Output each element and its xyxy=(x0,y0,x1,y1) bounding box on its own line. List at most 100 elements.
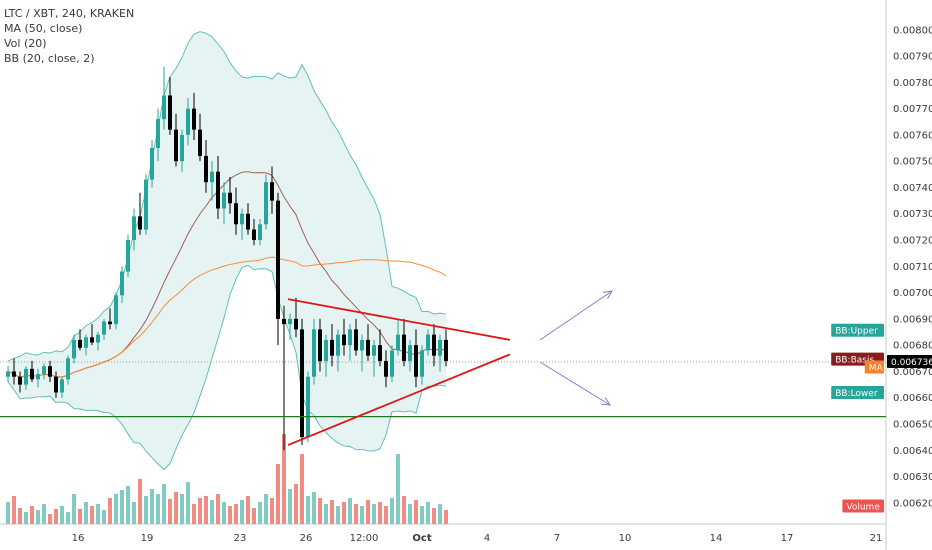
volume-bar xyxy=(96,504,100,524)
candle xyxy=(318,318,322,372)
volume-bar xyxy=(390,498,394,524)
time-tick-label: 23 xyxy=(234,533,247,544)
candle xyxy=(168,77,172,135)
volume-bar xyxy=(228,506,232,524)
legend-vol: Vol (20) xyxy=(4,37,47,50)
volume-bar xyxy=(348,498,352,524)
candle xyxy=(372,339,376,377)
volume-bar xyxy=(60,506,64,524)
volume-bar xyxy=(12,496,16,524)
volume-bar xyxy=(132,502,136,524)
volume-bar xyxy=(78,509,82,524)
tag-background xyxy=(831,385,884,399)
volume-bar xyxy=(18,508,22,524)
candle-body xyxy=(144,179,148,230)
volume-bar xyxy=(180,494,184,524)
volume-bar xyxy=(396,454,400,524)
volume-bar xyxy=(48,514,52,524)
volume-bar xyxy=(234,504,238,524)
volume-bar xyxy=(156,494,160,524)
candle xyxy=(54,371,58,398)
volume-bar xyxy=(342,502,346,524)
candle xyxy=(6,366,10,382)
candle xyxy=(174,113,178,167)
candle xyxy=(24,366,28,390)
volume-bar xyxy=(42,504,46,524)
tag-background xyxy=(864,360,884,374)
volume-bar xyxy=(138,479,142,524)
volume-bar xyxy=(222,502,226,524)
volume-bar xyxy=(174,492,178,524)
candle-body xyxy=(24,368,28,385)
candle-body xyxy=(438,339,442,356)
candle-body xyxy=(78,339,82,348)
candle-body xyxy=(96,334,100,343)
candle xyxy=(342,318,346,356)
legend-ma: MA (50, close) xyxy=(4,22,83,35)
candle xyxy=(258,219,262,246)
candle xyxy=(282,305,286,451)
candle xyxy=(360,334,364,372)
candle xyxy=(432,324,436,367)
candle xyxy=(210,161,214,201)
plot-area xyxy=(0,0,886,524)
candle-body xyxy=(318,329,322,361)
candle-body xyxy=(300,329,304,438)
candle-body xyxy=(294,318,298,330)
volume-bar xyxy=(36,510,40,524)
volume-bar xyxy=(84,502,88,524)
price-axis-tag: BB:Lower xyxy=(831,385,884,399)
candle xyxy=(138,192,142,235)
volume-bar xyxy=(30,506,34,524)
tag-label: 0.006736 xyxy=(891,358,932,368)
candle xyxy=(192,92,196,141)
candle xyxy=(36,368,40,388)
candle-body xyxy=(156,119,160,149)
candle xyxy=(126,234,130,277)
candle xyxy=(288,313,292,340)
time-tick-label: 16 xyxy=(72,533,85,544)
candle-body xyxy=(432,334,436,356)
candle xyxy=(300,318,304,446)
candle-body xyxy=(84,337,88,348)
volume-bar xyxy=(288,489,292,524)
volume-bar xyxy=(318,498,322,524)
time-tick-label: 4 xyxy=(484,533,490,544)
price-axis-tag: BB:Upper xyxy=(831,323,884,337)
tag-background xyxy=(831,323,884,337)
candle-body xyxy=(72,339,76,359)
volume-bar xyxy=(6,502,10,524)
volume-bar xyxy=(90,506,94,524)
breakout-down-arrow xyxy=(539,361,611,406)
candle-body xyxy=(246,213,250,230)
candle-body xyxy=(234,203,238,225)
legend-symbol: LTC / XBT, 240, KRAKEN xyxy=(4,7,135,20)
volume-bar xyxy=(198,498,202,524)
candle-body xyxy=(114,295,118,325)
volume-bar xyxy=(324,504,328,524)
candle xyxy=(198,113,202,162)
volume-bar xyxy=(402,496,406,524)
candle xyxy=(348,324,352,361)
triangle-upper-trendline xyxy=(287,298,511,341)
candle xyxy=(426,329,430,356)
volume-bar xyxy=(360,506,364,524)
volume-bar xyxy=(192,504,196,524)
candle xyxy=(72,334,76,364)
tag-label: Volume xyxy=(846,503,880,513)
candle xyxy=(396,318,400,356)
volume-bar xyxy=(366,500,370,524)
volume-bar xyxy=(126,486,130,524)
candle-body xyxy=(12,371,16,377)
candle xyxy=(180,129,184,172)
price-axis-tag: 0.006736 xyxy=(887,354,932,368)
candle xyxy=(240,208,244,241)
candle xyxy=(384,350,388,388)
